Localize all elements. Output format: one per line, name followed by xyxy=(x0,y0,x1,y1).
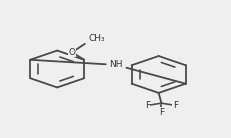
Text: F: F xyxy=(144,101,149,110)
Text: O: O xyxy=(68,48,75,57)
Text: CH₃: CH₃ xyxy=(89,34,105,43)
Text: NH: NH xyxy=(109,60,122,69)
Text: F: F xyxy=(158,108,163,117)
Text: F: F xyxy=(172,101,177,110)
